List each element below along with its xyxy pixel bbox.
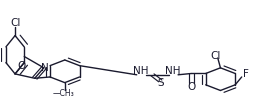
Text: O: O [18, 61, 26, 71]
Text: N: N [41, 63, 48, 73]
Text: Cl: Cl [210, 51, 220, 61]
Text: NH: NH [165, 66, 181, 76]
Text: O: O [187, 82, 195, 92]
Text: S: S [157, 78, 164, 88]
Text: Cl: Cl [10, 18, 20, 28]
Text: F: F [243, 69, 249, 79]
Text: NH: NH [133, 66, 148, 76]
Text: —CH₃: —CH₃ [53, 89, 74, 98]
